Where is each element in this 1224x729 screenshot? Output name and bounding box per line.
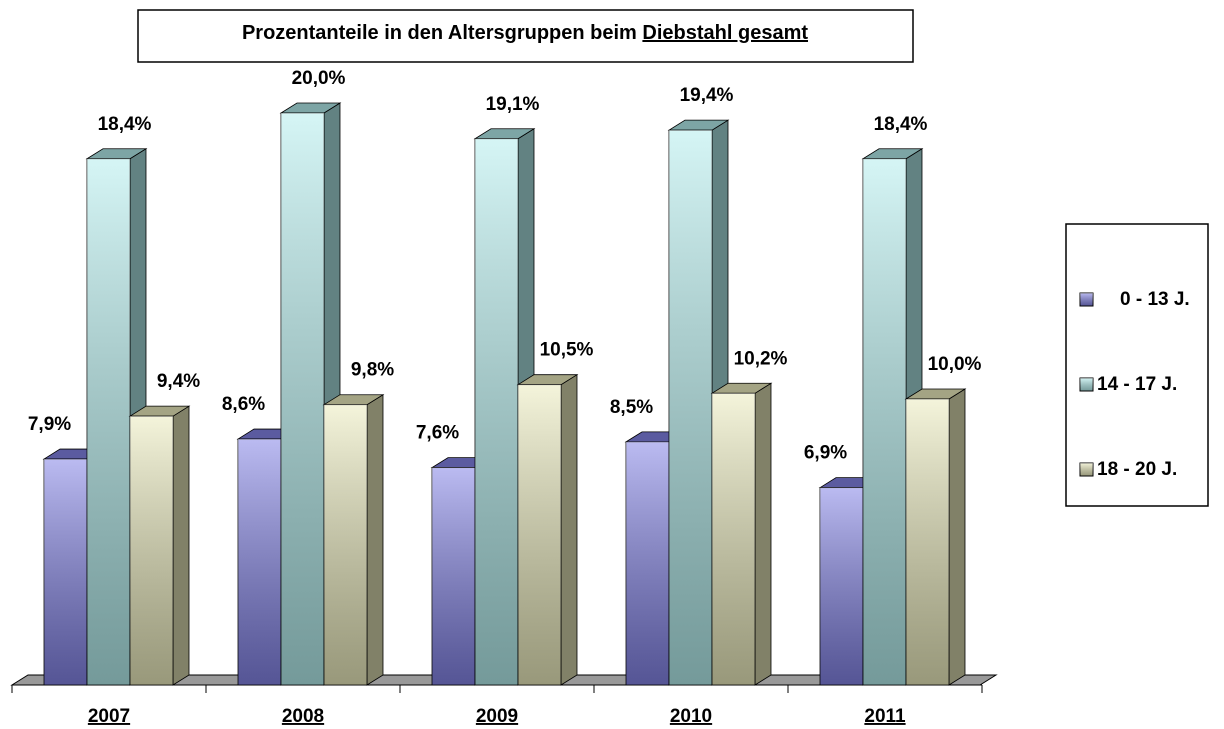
bar-shade [44, 459, 87, 685]
bar-side-shade [755, 383, 771, 685]
bar-shade [324, 404, 367, 685]
bar-shade [820, 487, 863, 685]
legend-label: 14 - 17 J. [1097, 374, 1177, 395]
bar-shade [432, 467, 475, 685]
bar-top-shade [863, 148, 922, 159]
value-label: 10,2% [734, 348, 788, 369]
bar-top-shade [669, 120, 728, 131]
bar-shade [238, 439, 281, 685]
x-tick-label: 2010 [670, 706, 712, 727]
bar-top-shade [475, 128, 534, 139]
title-text: Prozentanteile in den Altersgruppen beim [242, 22, 637, 44]
x-tick-label: 2011 [864, 706, 906, 727]
bar-side-shade [949, 389, 965, 685]
bar-shade [626, 441, 669, 685]
value-label: 6,9% [804, 443, 847, 464]
value-label: 18,4% [98, 114, 152, 135]
bar-shade [669, 130, 712, 685]
bar-top-shade [324, 394, 383, 405]
bar-side-shade [561, 374, 577, 685]
value-label: 20,0% [292, 68, 346, 89]
value-label: 10,5% [540, 340, 594, 361]
bar-shade [281, 113, 324, 685]
bar-shade [475, 138, 518, 686]
bar-shade [906, 399, 949, 685]
bar-side-shade [173, 406, 189, 685]
value-label: 7,6% [416, 423, 459, 444]
bar-side-shade [367, 394, 383, 685]
bar-shade [712, 393, 755, 685]
value-label: 18,4% [874, 114, 928, 135]
bar-shade [518, 384, 561, 685]
bar-top-shade [712, 383, 771, 394]
bar-top-shade [906, 389, 965, 399]
value-label: 9,4% [157, 371, 200, 392]
legend-label: 18 - 20 J. [1097, 459, 1177, 480]
value-label: 19,4% [680, 85, 734, 106]
bar-top-shade [518, 374, 577, 385]
bar-shade [87, 158, 130, 685]
legend-box [1065, 223, 1209, 507]
value-label: 8,6% [222, 394, 265, 415]
bar-shade [863, 158, 906, 685]
legend-swatch-shade [1080, 463, 1093, 476]
legend-label: 0 - 13 J. [1120, 289, 1190, 310]
bar-top-shade [87, 148, 146, 159]
bar-top-shade [130, 406, 189, 417]
legend-swatch-shade [1080, 378, 1093, 391]
bar-top-shade [281, 103, 340, 113]
bar-shade [130, 416, 173, 685]
chart-title: Prozentanteile in den Altersgruppen beim… [242, 22, 808, 44]
x-tick-label: 2007 [88, 706, 130, 727]
title-box [137, 9, 914, 63]
value-label: 10,0% [928, 354, 982, 375]
value-label: 8,5% [610, 397, 653, 418]
x-tick-label: 2008 [282, 706, 324, 727]
value-label: 19,1% [486, 94, 540, 115]
value-label: 7,9% [28, 414, 71, 435]
value-label: 9,8% [351, 360, 394, 381]
legend-swatch-shade [1080, 293, 1093, 306]
x-tick-label: 2009 [476, 706, 518, 727]
title-emphasis: Diebstahl gesamt [642, 22, 808, 44]
